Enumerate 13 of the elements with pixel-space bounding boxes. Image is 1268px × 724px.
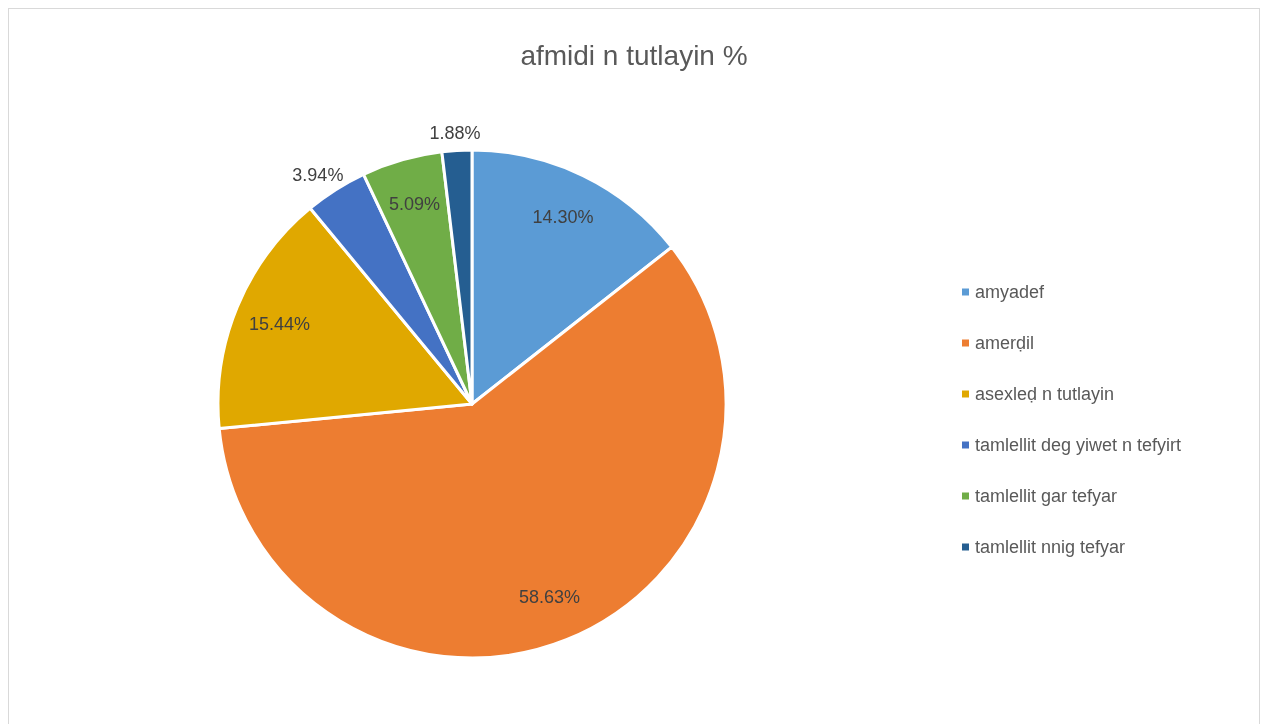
legend-label: tamlellit nnig tefyar bbox=[975, 537, 1126, 557]
chart-title: afmidi n tutlayin % bbox=[520, 39, 748, 71]
data-label: 3.94% bbox=[292, 165, 344, 186]
data-label: 58.63% bbox=[518, 587, 581, 608]
data-label: 5.09% bbox=[388, 193, 440, 214]
data-label: 15.44% bbox=[248, 314, 311, 335]
legend-label: amyadef bbox=[975, 282, 1046, 302]
legend-label: tamlellit deg yiwet n tefyirt bbox=[975, 435, 1182, 455]
data-label: 1.88% bbox=[429, 123, 481, 144]
data-label: 14.30% bbox=[532, 206, 594, 227]
legend-label: tamlellit gar tefyar bbox=[975, 486, 1118, 506]
legend-label: asexleḍ n tutlayin bbox=[975, 384, 1115, 404]
legend-label: amerḍil bbox=[975, 333, 1035, 353]
